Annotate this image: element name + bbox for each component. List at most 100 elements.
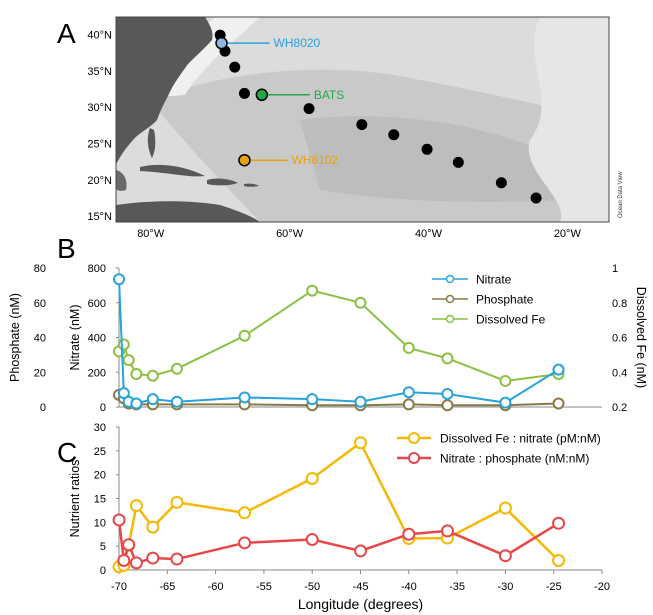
phosphate-tick-label: 20 <box>34 367 46 379</box>
panel-label-b: B <box>57 233 76 264</box>
data-point-nitrate <box>402 386 415 399</box>
fe-tick-label: 0.6 <box>612 333 627 345</box>
nitrate-tick-label: 800 <box>88 263 106 275</box>
legend-marker <box>445 274 455 284</box>
map-cruise-point <box>356 119 368 131</box>
map-cruise-point <box>238 87 250 99</box>
ratio-data-point-0 <box>238 506 252 520</box>
map-ridge <box>528 17 609 222</box>
longitude-tick-label: -70 <box>111 581 127 593</box>
ratio-data-point-1 <box>129 556 143 570</box>
fe-tick-label: 1 <box>612 263 618 275</box>
ratio-legend-marker <box>408 432 420 444</box>
ratio-data-point-1 <box>402 527 416 541</box>
legend-label: Nitrate <box>476 273 512 287</box>
ratio-data-point-1 <box>552 516 566 530</box>
longitude-tick-label: -55 <box>256 581 272 593</box>
longitude-tick-label: -65 <box>159 581 175 593</box>
ratio-data-point-0 <box>552 553 566 567</box>
data-point-phosphate <box>552 397 565 410</box>
nitrate-axis-label: Nitrate (nM) <box>68 305 82 371</box>
phosphate-tick-label: 80 <box>34 263 46 275</box>
map-yucatan <box>116 170 127 191</box>
map-lon-tick: 20°W <box>554 228 582 240</box>
data-point-fe <box>130 367 143 380</box>
map-cruise-point <box>388 129 400 141</box>
panel-c-chart: 30 25 20 15 10 5 0 -70 -65 -60 -55 -50 -45 -40 -35 -30 -… <box>68 422 610 612</box>
station-marker <box>238 153 251 167</box>
ratio-data-point-0 <box>354 436 367 450</box>
data-point-fe <box>499 374 512 387</box>
data-point-fe <box>441 352 454 365</box>
panel-b-legend: Nitrate Phosphate Dissolved Fe <box>432 273 546 327</box>
longitude-tick-label: -35 <box>449 581 465 593</box>
map-lon-tick: 40°W <box>415 228 443 240</box>
data-point-phosphate <box>402 398 415 411</box>
data-point-fe <box>402 341 415 354</box>
map-cruise-point <box>303 103 315 115</box>
fe-tick-label: 0.8 <box>612 298 627 310</box>
ratio-data-point-1 <box>170 552 184 566</box>
map-panel: 40°N 35°N 30°N 25°N 20°N 15°N 80°W 60°W 40°W 20°… <box>87 16 624 240</box>
map-lat-tick: 25°N <box>87 138 112 150</box>
map-cruise-point <box>452 156 464 168</box>
station-label: WH8102 <box>291 153 338 167</box>
ratio-legend-label: Dissolved Fe : nitrate (pM:nM) <box>440 432 601 446</box>
map-frame <box>115 16 610 223</box>
station-label: WH8020 <box>274 36 321 50</box>
data-point-nitrate <box>441 387 454 400</box>
map-cruise-track <box>214 29 542 204</box>
data-point-phosphate <box>441 399 454 412</box>
station-label: BATS <box>314 88 344 102</box>
ratio-data-point-1 <box>354 544 367 558</box>
ratio-tick-label: 20 <box>94 470 106 482</box>
station-marker <box>215 36 228 50</box>
data-point-nitrate <box>552 363 565 376</box>
map-north-america <box>116 17 213 165</box>
ratio-data-point-0 <box>129 499 143 513</box>
panel-label-a: A <box>57 18 76 49</box>
nitrate-tick-label: 0 <box>100 402 106 414</box>
phosphate-axis-label: Phosphate (nM) <box>8 293 22 382</box>
map-latitude-labels: 40°N 35°N 30°N 25°N 20°N 15°N <box>87 29 112 223</box>
map-lat-tick: 15°N <box>87 211 112 223</box>
nitrate-tick-label: 400 <box>88 333 106 345</box>
data-point-nitrate <box>130 397 143 410</box>
longitude-tick-label: -40 <box>401 581 417 593</box>
nitrate-tick-label: 200 <box>88 367 106 379</box>
map-lon-tick: 80°W <box>137 228 165 240</box>
phosphate-tick-label: 40 <box>34 333 46 345</box>
ratio-tick-label: 10 <box>94 517 106 529</box>
panel-c-series <box>112 436 566 574</box>
panel-c-legend: Dissolved Fe : nitrate (pM:nM) Nitrate : … <box>397 432 601 466</box>
map-florida <box>147 128 156 158</box>
legend-marker <box>445 314 455 324</box>
map-watermark: Ocean Data View <box>618 171 624 218</box>
data-point-nitrate <box>113 273 125 286</box>
ratio-tick-label: 15 <box>94 494 106 506</box>
legend-label: Phosphate <box>476 293 534 307</box>
ratio-data-point-0 <box>498 501 512 515</box>
map-stations: WH8020 BATS WH8102 <box>215 36 344 167</box>
ratio-data-point-1 <box>238 536 252 550</box>
longitude-axis-label: Longitude (degrees) <box>298 596 423 612</box>
phosphate-tick-label: 60 <box>34 298 46 310</box>
data-point-nitrate <box>117 387 130 400</box>
station-marker <box>255 88 269 102</box>
data-point-nitrate <box>170 395 183 408</box>
map-south-america <box>116 201 260 222</box>
map-abyssal-plain <box>300 116 560 202</box>
ratio-data-point-1 <box>122 538 136 552</box>
data-point-fe <box>238 329 251 342</box>
longitude-tick-label: -25 <box>546 581 562 593</box>
ratio-series-line-1 <box>117 519 560 565</box>
fe-axis-label: Dissolved Fe (nM) <box>634 287 648 388</box>
legend-marker <box>445 294 455 304</box>
data-point-nitrate <box>146 393 159 406</box>
ratio-data-point-1 <box>498 549 512 563</box>
ratio-data-point-1 <box>112 513 126 527</box>
map-lat-tick: 40°N <box>87 29 112 41</box>
data-point-nitrate <box>306 393 319 406</box>
